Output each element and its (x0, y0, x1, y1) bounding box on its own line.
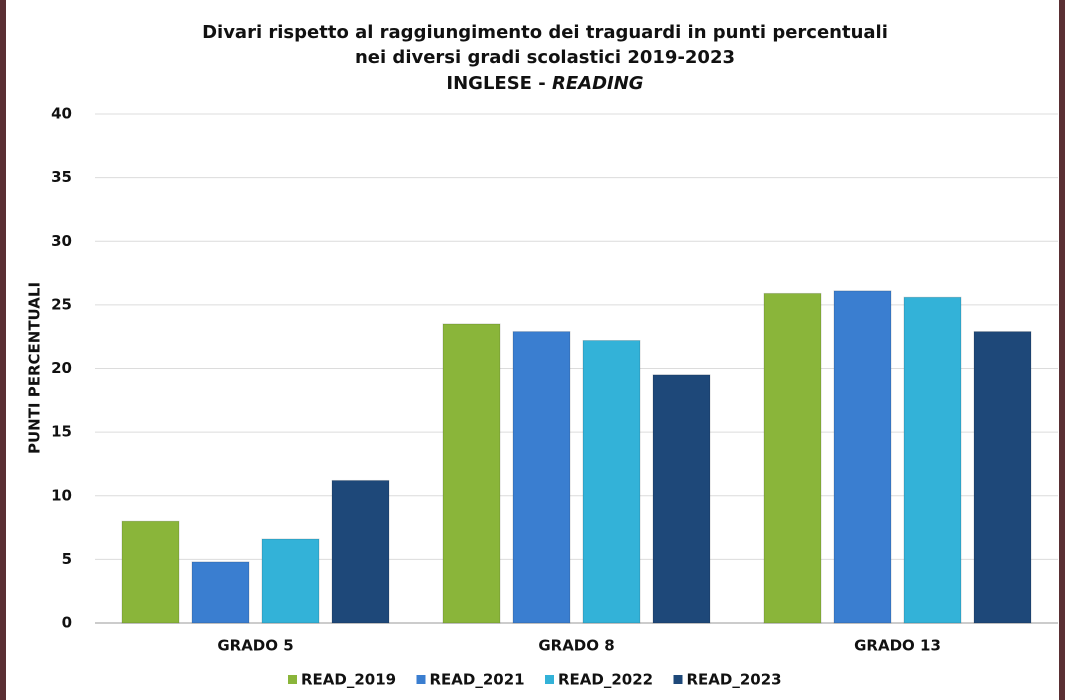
bar (763, 292, 822, 624)
bar (652, 374, 711, 624)
y-tick-label: 5 (62, 550, 72, 568)
legend-label: READ_2019 (301, 671, 396, 689)
legend-swatch (288, 675, 297, 684)
x-tick-label: GRADO 13 (854, 637, 941, 655)
legend-label: READ_2022 (558, 671, 653, 689)
x-tick-label: GRADO 5 (217, 637, 293, 655)
legend-label: READ_2021 (430, 671, 525, 689)
y-tick-label: 0 (62, 614, 72, 632)
legend-label: READ_2023 (687, 671, 782, 689)
subtitle-text: INGLESE - (446, 73, 545, 94)
bar (191, 561, 250, 624)
y-tick-label: 30 (51, 232, 72, 250)
legend-swatch (416, 675, 426, 684)
y-tick-label: 35 (51, 168, 72, 186)
legend-swatch (673, 675, 683, 684)
y-tick-label: 40 (51, 105, 72, 123)
bar (903, 296, 962, 624)
bar (442, 323, 501, 624)
chart-title: nei diversi gradi scolastici 2019-2023 (355, 47, 735, 68)
bar (833, 290, 892, 624)
bar (121, 520, 180, 624)
bar (261, 538, 320, 624)
y-tick-label: 20 (51, 359, 72, 377)
chart-subtitle: INGLESE - READING (446, 73, 643, 94)
y-tick-label: 10 (51, 486, 72, 504)
y-tick-label: 25 (51, 295, 72, 313)
subtitle-emphasis: READING (552, 73, 644, 94)
y-tick-label: 15 (51, 423, 72, 441)
bar (582, 340, 641, 624)
bar (512, 331, 571, 624)
legend-swatch (545, 675, 554, 684)
y-axis-label: PUNTI PERCENTUALI (26, 282, 44, 454)
bar (331, 479, 390, 624)
x-tick-label: GRADO 8 (538, 637, 614, 655)
bar (973, 331, 1032, 624)
chart-title: Divari rispetto al raggiungimento dei tr… (202, 22, 888, 43)
